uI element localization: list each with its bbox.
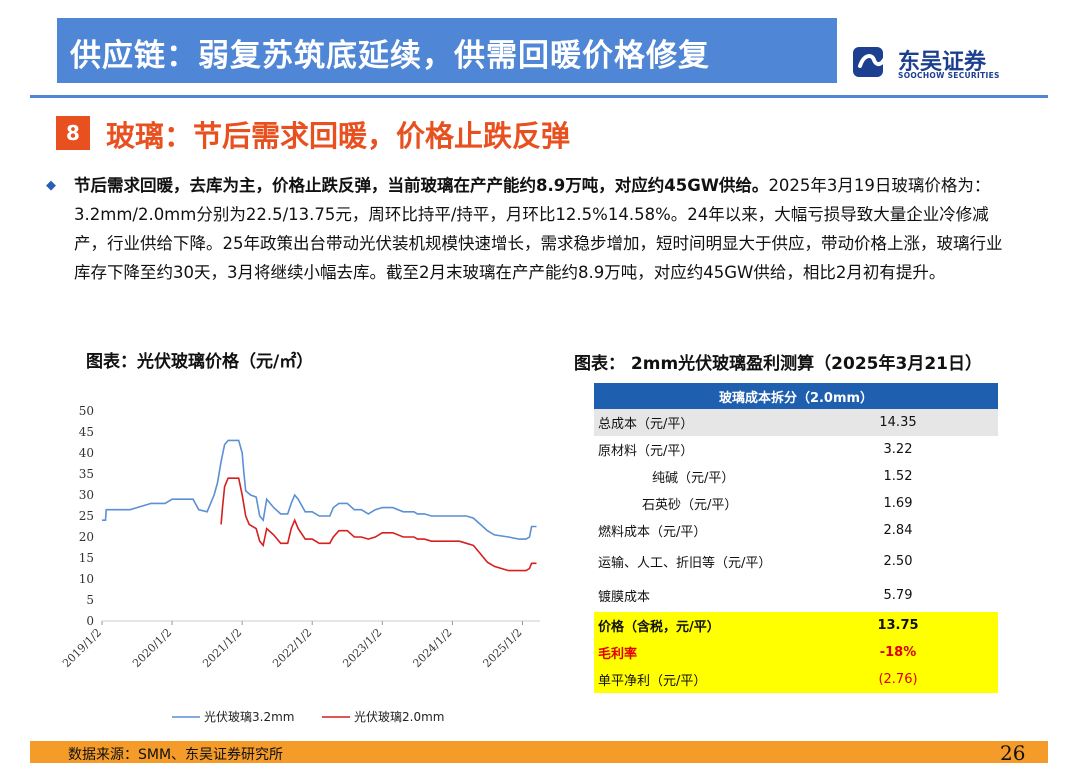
table-row: 单平净利（元/平） (2.76)	[594, 666, 998, 693]
series-layer	[102, 439, 537, 572]
row-value: 1.52	[883, 469, 913, 484]
table-row: 总成本（元/平） 14.35	[594, 409, 998, 436]
y-tick-label: 40	[79, 446, 94, 460]
y-tick-label: 45	[79, 425, 94, 439]
logo-text-cn: 东吴证券	[898, 50, 987, 75]
row-label: 毛利率	[594, 639, 798, 666]
section-title: 玻璃：节后需求回暖，价格止跌反弹	[106, 119, 571, 153]
row-label: 石英砂（元/平）	[642, 498, 738, 513]
table-row: 石英砂（元/平） 1.69	[594, 490, 998, 517]
header-band	[57, 18, 837, 83]
legend-label: 光伏玻璃2.0mm	[354, 710, 444, 724]
section-number-badge: 8	[56, 116, 90, 150]
row-label: 原材料（元/平）	[598, 444, 694, 459]
y-tick-label: 30	[79, 488, 94, 502]
body-paragraph: 节后需求回暖，去库为主，价格止跌反弹，当前玻璃在产产能约8.9万吨，对应约45G…	[74, 171, 1004, 287]
x-tick-label: 2022/1/2	[270, 626, 314, 670]
page-number: 26	[1000, 741, 1026, 763]
body-lead: 节后需求回暖，去库为主，价格止跌反弹，当前玻璃在产产能约8.9万吨，对应约45G…	[74, 176, 769, 195]
row-value: 13.75	[798, 612, 998, 639]
row-value: 5.79	[883, 587, 913, 603]
company-logo: 东吴证券 SOOCHOW SECURITIES	[852, 44, 1052, 84]
row-value: 14.35	[798, 409, 998, 436]
body-text: 2025年3月19日玻璃价格为：3.2mm/2.0mm分别为22.5/13.75…	[74, 176, 1003, 282]
chart-title: 图表：光伏玻璃价格（元/㎡）	[86, 352, 314, 372]
page-title: 供应链：弱复苏筑底延续，供需回暖价格修复	[70, 38, 710, 74]
y-tick-label: 20	[79, 530, 94, 544]
header-divider	[30, 95, 1048, 98]
y-tick-label: 5	[86, 593, 94, 607]
x-axis: 2019/1/2 2020/1/2 2021/1/2 2022/1/2 2023/1/2…	[60, 620, 540, 670]
logo-text-en: SOOCHOW SECURITIES	[898, 71, 1000, 80]
row-label: 单平净利（元/平）	[594, 666, 798, 693]
cost-breakdown-table: 玻璃成本拆分（2.0mm） 总成本（元/平） 14.35 原材料（元/平） 3.22…	[594, 383, 998, 693]
x-tick-label: 2021/1/2	[200, 626, 244, 670]
x-tick-label: 2024/1/2	[410, 626, 454, 670]
row-value: 1.69	[883, 496, 913, 511]
y-tick-label: 35	[79, 467, 94, 481]
row-value: 2.84	[883, 523, 913, 538]
row-value: (2.76)	[798, 666, 998, 693]
x-tick-label: 2020/1/2	[130, 626, 174, 670]
soochow-logo-icon	[853, 47, 888, 77]
row-label: 燃料成本（元/平）	[598, 525, 707, 540]
y-tick-label: 10	[79, 572, 94, 586]
diamond-bullet-icon: ◆	[46, 178, 56, 193]
series-line-1	[102, 439, 537, 540]
x-tick-label: 2019/1/2	[60, 626, 104, 670]
y-tick-label: 25	[79, 509, 94, 523]
legend-label: 光伏玻璃3.2mm	[204, 710, 294, 724]
y-tick-label: 0	[86, 614, 94, 628]
footer-band	[30, 741, 1048, 763]
table-row: 毛利率 -18%	[594, 639, 998, 666]
table-row: 运输、人工、折旧等（元/平） 2.50	[594, 544, 998, 578]
row-label: 纯碱（元/平）	[652, 471, 735, 486]
y-tick-label: 15	[79, 551, 94, 565]
data-source-note: 数据来源：SMM、东吴证券研究所	[68, 747, 284, 763]
y-tick-label: 50	[79, 404, 94, 418]
table-row: 燃料成本（元/平） 2.84	[594, 517, 998, 544]
row-value: -18%	[798, 639, 998, 666]
table-header: 玻璃成本拆分（2.0mm）	[594, 383, 998, 409]
row-value: 3.22	[883, 442, 913, 457]
x-tick-label: 2025/1/2	[480, 626, 524, 670]
table-row: 镀膜成本 5.79	[594, 578, 998, 612]
table-row: 价格（含税，元/平） 13.75	[594, 612, 998, 639]
row-label: 运输、人工、折旧等（元/平）	[598, 555, 772, 571]
row-label: 总成本（元/平）	[594, 409, 798, 436]
table-title: 图表： 2mm光伏玻璃盈利测算（2025年3月21日）	[574, 354, 982, 374]
chart-legend: 光伏玻璃3.2mm 光伏玻璃2.0mm	[172, 710, 444, 724]
row-label: 镀膜成本	[598, 589, 651, 605]
table-row: 纯碱（元/平） 1.52	[594, 463, 998, 490]
row-value: 2.50	[883, 553, 913, 569]
table-row: 原材料（元/平） 3.22	[594, 436, 998, 463]
row-label: 价格（含税，元/平）	[594, 612, 798, 639]
x-tick-label: 2023/1/2	[340, 626, 384, 670]
series-line-2	[220, 477, 537, 572]
